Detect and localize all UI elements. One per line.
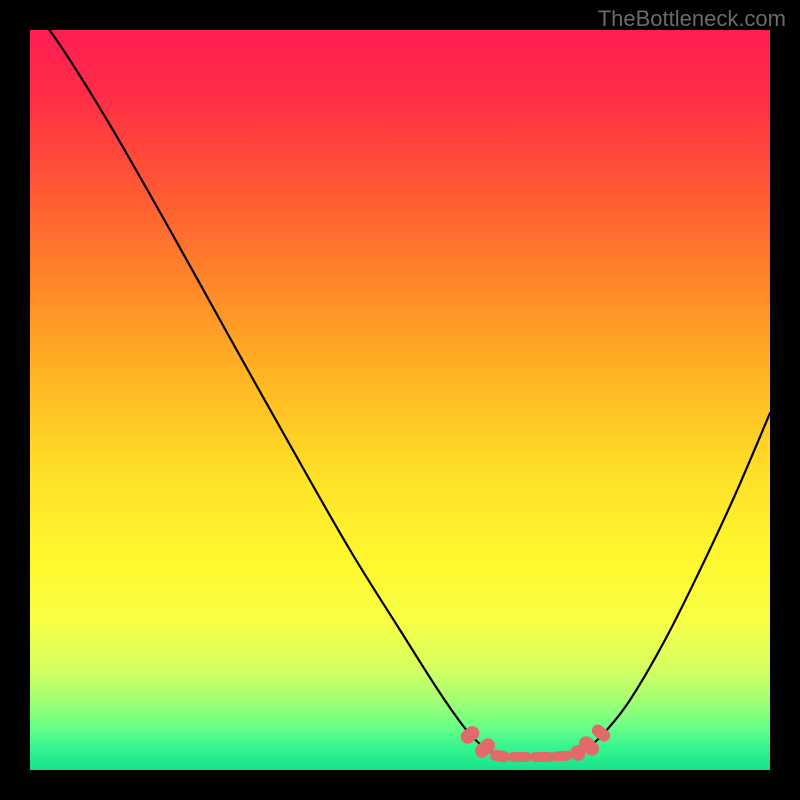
valley-marker: [530, 752, 554, 762]
watermark-text: TheBottleneck.com: [598, 6, 786, 32]
bottleneck-curve: [30, 30, 770, 770]
chart-container: TheBottleneck.com: [0, 0, 800, 800]
plot-area: [30, 30, 770, 770]
valley-marker: [489, 749, 510, 763]
valley-marker: [508, 752, 532, 762]
valley-marker: [551, 750, 574, 762]
